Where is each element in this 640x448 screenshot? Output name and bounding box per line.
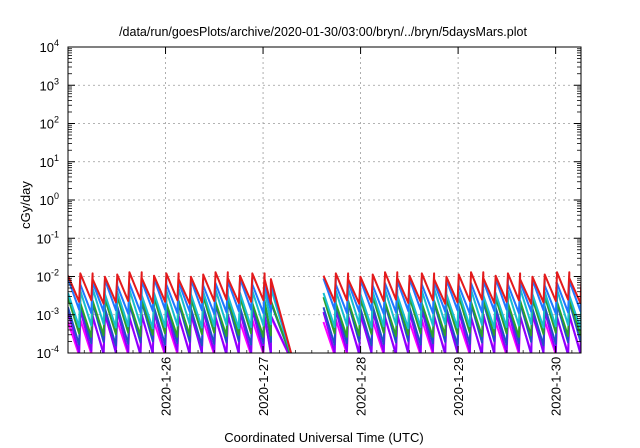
y-tick-label: 103	[40, 76, 59, 93]
y-tick-label: 102	[40, 115, 59, 132]
y-tick-label: 10-1	[37, 229, 59, 246]
series-line	[68, 271, 293, 353]
y-tick-label: 101	[40, 153, 59, 170]
x-tick-label: 2020-1-29	[451, 357, 466, 416]
x-tick-label: 2020-1-28	[354, 357, 369, 416]
y-tick-label: 10-4	[37, 344, 59, 361]
y-axis-label: cGy/day	[18, 181, 33, 229]
x-tick-label: 2020-1-30	[549, 357, 564, 416]
data-series	[68, 271, 581, 353]
x-axis-ticks: 2020-1-26 2020-1-27 2020-1-28 2020-1-29 2020…	[83, 47, 573, 416]
y-tick-label: 100	[40, 191, 59, 208]
series-line	[322, 271, 581, 305]
y-tick-label: 104	[40, 38, 59, 55]
chart-title: /data/run/goesPlots/archive/2020-01-30/0…	[119, 25, 527, 39]
y-tick-label: 10-2	[37, 268, 59, 285]
y-tick-label: 10-3	[37, 306, 59, 323]
x-tick-label: 2020-1-27	[256, 357, 271, 416]
x-tick-label: 2020-1-26	[159, 357, 174, 416]
x-axis-label: Coordinated Universal Time (UTC)	[224, 430, 423, 445]
